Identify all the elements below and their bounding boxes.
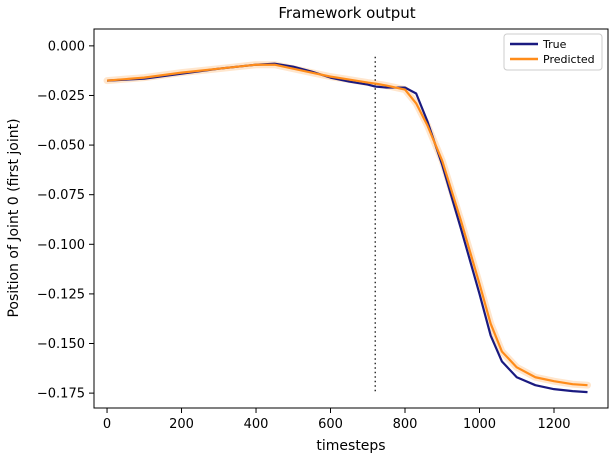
legend-label-predicted: Predicted (543, 53, 595, 66)
chart-title: Framework output (278, 4, 415, 22)
plot-layer (103, 56, 592, 395)
plot-frame (93, 28, 609, 409)
x-axis-title: timesteps (316, 438, 385, 454)
legend: True Predicted (503, 33, 603, 71)
y-tick-label: −0.175 (37, 387, 85, 402)
y-tick-label: −0.075 (37, 188, 85, 203)
x-tick-label: 400 (244, 417, 269, 432)
series-line-true (106, 62, 588, 394)
x-tick-label: 800 (393, 417, 418, 432)
y-tick-label: −0.125 (37, 287, 85, 302)
x-tick-label: 1000 (463, 417, 496, 432)
series-line-predicted (106, 63, 588, 387)
predicted-spread-band (103, 61, 592, 389)
y-tick-label: 0.000 (48, 39, 85, 54)
y-tick-label: −0.100 (37, 238, 85, 253)
x-tick-label: 200 (169, 417, 194, 432)
x-tick-label: 1200 (537, 417, 570, 432)
y-tick-label: −0.150 (37, 337, 85, 352)
legend-label-true: True (542, 38, 567, 51)
x-tick-label: 600 (318, 417, 343, 432)
x-tick-label: 0 (103, 417, 111, 432)
y-axis-title: Position of Joint 0 (first joint) (6, 118, 22, 317)
ticks-layer: 0 200 400 600 800 1000 1200 0.000 −0.025 −0.050 −0… (37, 39, 571, 432)
y-tick-label: −0.025 (37, 89, 85, 104)
y-tick-label: −0.050 (37, 139, 85, 154)
